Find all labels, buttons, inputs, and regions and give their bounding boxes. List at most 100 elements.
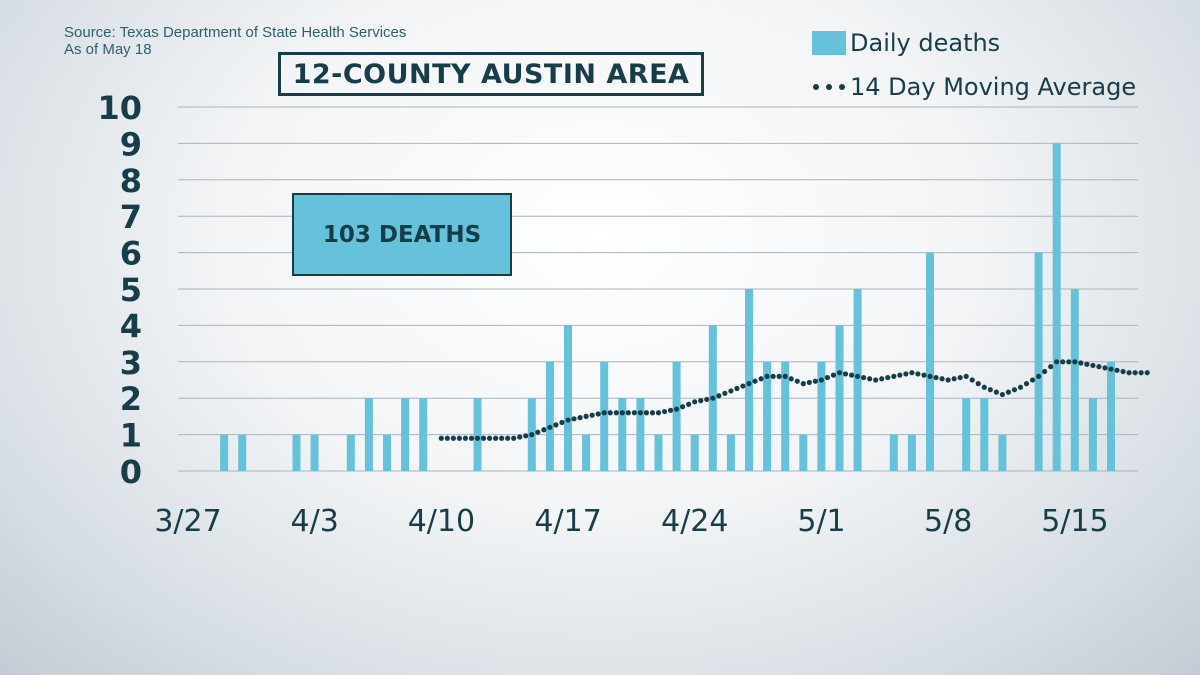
daily-death-bar — [1052, 143, 1061, 471]
daily-death-bar — [636, 398, 645, 471]
chart-title: 12-COUNTY AUSTIN AREA — [278, 52, 704, 96]
daily-death-bar — [745, 289, 753, 471]
moving-average-dot — [698, 398, 704, 404]
moving-average-dot — [788, 376, 794, 382]
moving-average-dot — [1017, 384, 1024, 390]
x-tick-label: 4/3 — [291, 504, 339, 539]
moving-average-dot — [764, 373, 770, 379]
moving-average-dot — [680, 404, 686, 410]
daily-death-bar — [545, 361, 554, 471]
moving-average-dot — [987, 387, 993, 393]
x-tick-label: 5/1 — [797, 504, 845, 539]
moving-average-dot — [812, 378, 818, 384]
moving-average-dot — [1090, 362, 1096, 369]
moving-average-dot — [1054, 359, 1060, 365]
moving-average-dot — [1072, 359, 1078, 365]
moving-average-dot — [975, 381, 981, 387]
x-axis-labels: 3/27 4/3 4/10 4/17 4/24 5/1 5/8 5/15 — [154, 504, 1108, 539]
y-tick-label: 4 — [120, 307, 142, 345]
moving-average-dot — [619, 410, 625, 416]
moving-average-dot — [661, 408, 668, 415]
daily-death-bar — [654, 434, 663, 471]
daily-death-bar — [835, 325, 844, 471]
y-tick-label: 0 — [120, 453, 142, 491]
legend-item-moving-average: 14 Day Moving Average — [812, 70, 1136, 104]
daily-death-bar — [980, 398, 989, 471]
moving-average-dot — [511, 435, 517, 441]
moving-average-dot — [909, 370, 915, 376]
total-deaths-callout: 103 DEATHS — [292, 193, 512, 276]
moving-average-dot — [462, 435, 469, 441]
daily-death-bar — [926, 252, 934, 471]
moving-average-dot — [752, 378, 758, 384]
moving-average-dot — [1048, 364, 1054, 370]
dotted-line-swatch-icon — [812, 83, 846, 91]
moving-average-dot — [933, 374, 939, 381]
daily-death-bar — [1034, 252, 1043, 471]
moving-average-dot — [565, 417, 571, 423]
moving-average-dot — [535, 429, 541, 435]
moving-average-dot — [499, 435, 505, 441]
daily-death-bar — [1107, 361, 1115, 471]
moving-average-dot — [782, 373, 788, 379]
daily-death-bar — [799, 434, 808, 471]
moving-average-dot — [523, 433, 529, 439]
moving-average-dot — [674, 406, 680, 412]
y-tick-label: 10 — [97, 89, 142, 127]
moving-average-dot — [1126, 370, 1132, 376]
moving-average-dot — [945, 377, 951, 383]
daily-death-bar — [600, 361, 609, 471]
moving-average-dot — [921, 372, 927, 378]
moving-average-dot — [969, 377, 975, 383]
daily-death-bar — [419, 398, 428, 471]
daily-death-bar — [726, 434, 735, 471]
moving-average-dot — [1084, 361, 1090, 367]
moving-average-dot — [486, 435, 493, 441]
daily-death-bar — [292, 434, 301, 471]
moving-average-dot — [601, 410, 607, 416]
moving-average-dot — [468, 435, 475, 441]
daily-death-bar — [473, 398, 482, 471]
y-tick-label: 7 — [120, 198, 142, 236]
moving-average-dot — [692, 399, 698, 405]
moving-average-dot — [643, 410, 650, 416]
moving-average-dot — [740, 383, 746, 389]
daily-death-bar — [907, 434, 916, 471]
source-note: Source: Texas Department of State Health… — [64, 24, 406, 58]
moving-average-dot — [1011, 387, 1018, 393]
y-tick-label: 6 — [120, 235, 142, 273]
daily-death-bar — [1070, 289, 1079, 471]
daily-death-bar — [238, 434, 247, 471]
daily-death-bar — [763, 361, 772, 471]
moving-average-dot — [770, 373, 776, 379]
moving-average-dot — [842, 371, 849, 377]
moving-average-dot — [649, 410, 656, 416]
moving-average-dot — [806, 379, 812, 386]
moving-average-dot — [450, 435, 456, 441]
moving-average-dot — [583, 413, 589, 419]
moving-average-dot — [800, 381, 806, 387]
moving-average-dot — [993, 389, 999, 395]
daily-death-bar — [564, 325, 572, 471]
moving-average-dot — [710, 395, 716, 401]
moving-average-dot — [1023, 381, 1030, 387]
moving-average-dot — [728, 388, 734, 394]
moving-average-dot — [1102, 365, 1108, 371]
daily-death-bar — [1088, 398, 1097, 471]
moving-average-dot — [686, 401, 692, 407]
moving-average-dot — [1138, 370, 1144, 376]
moving-average-dot — [867, 376, 873, 382]
moving-average-dot — [559, 419, 565, 426]
moving-average-dot — [1042, 368, 1048, 375]
moving-average-dot — [957, 374, 963, 381]
moving-average-dot — [746, 381, 752, 387]
moving-average-dot — [734, 385, 740, 392]
moving-average-dot — [722, 390, 728, 396]
moving-average-dot — [631, 410, 637, 416]
moving-average-dot — [861, 374, 867, 381]
daily-death-bar — [672, 361, 681, 471]
moving-average-dot — [493, 435, 499, 441]
moving-average-dot — [794, 378, 800, 384]
